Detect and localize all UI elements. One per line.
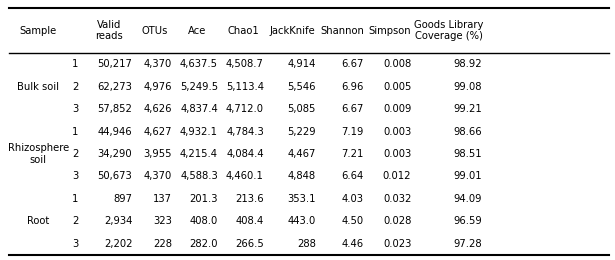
Text: 0.003: 0.003 (383, 149, 411, 159)
Text: 57,852: 57,852 (97, 104, 132, 114)
Text: 4,932.1: 4,932.1 (180, 127, 218, 137)
Text: 98.66: 98.66 (453, 127, 482, 137)
Text: 4,627: 4,627 (143, 127, 172, 137)
Text: 0.005: 0.005 (383, 82, 411, 92)
Text: 2,934: 2,934 (104, 216, 132, 226)
Text: JackKnife: JackKnife (269, 25, 315, 36)
Text: 6.67: 6.67 (341, 104, 363, 114)
Text: 99.01: 99.01 (453, 171, 482, 181)
Text: 44,946: 44,946 (98, 127, 132, 137)
Text: 408.0: 408.0 (189, 216, 218, 226)
Text: Chao1: Chao1 (228, 25, 259, 36)
Text: Ace: Ace (188, 25, 207, 36)
Text: 3,955: 3,955 (143, 149, 172, 159)
Text: 1: 1 (72, 127, 78, 137)
Text: 98.51: 98.51 (453, 149, 482, 159)
Text: Goods Library
Coverage (%): Goods Library Coverage (%) (415, 20, 483, 41)
Text: Root: Root (27, 216, 50, 226)
Text: Simpson: Simpson (368, 25, 411, 36)
Text: 3: 3 (72, 171, 78, 181)
Text: 4.50: 4.50 (341, 216, 363, 226)
Text: 228: 228 (153, 239, 172, 249)
Text: 201.3: 201.3 (189, 194, 218, 204)
Text: 50,217: 50,217 (97, 60, 132, 69)
Text: 4,508.7: 4,508.7 (226, 60, 264, 69)
Text: 4,837.4: 4,837.4 (180, 104, 218, 114)
Text: Bulk soil: Bulk soil (17, 82, 60, 92)
Text: 4,370: 4,370 (144, 171, 172, 181)
Text: 94.09: 94.09 (453, 194, 482, 204)
Text: 323: 323 (153, 216, 172, 226)
Text: 0.032: 0.032 (383, 194, 411, 204)
Text: 4,712.0: 4,712.0 (226, 104, 264, 114)
Text: 4,637.5: 4,637.5 (180, 60, 218, 69)
Text: 1: 1 (72, 194, 78, 204)
Text: 0.003: 0.003 (383, 127, 411, 137)
Text: 7.19: 7.19 (341, 127, 363, 137)
Text: 266.5: 266.5 (235, 239, 264, 249)
Text: 4.46: 4.46 (341, 239, 363, 249)
Text: 0.012: 0.012 (383, 171, 411, 181)
Text: 282.0: 282.0 (189, 239, 218, 249)
Text: 4,626: 4,626 (143, 104, 172, 114)
Text: 897: 897 (113, 194, 132, 204)
Text: 2: 2 (72, 149, 78, 159)
Text: 4,084.4: 4,084.4 (226, 149, 264, 159)
Text: 4,848: 4,848 (288, 171, 316, 181)
Text: 0.009: 0.009 (383, 104, 411, 114)
Text: 5,249.5: 5,249.5 (180, 82, 218, 92)
Text: 213.6: 213.6 (235, 194, 264, 204)
Text: 5,113.4: 5,113.4 (226, 82, 264, 92)
Text: 4,976: 4,976 (143, 82, 172, 92)
Text: 4,467: 4,467 (287, 149, 316, 159)
Text: 0.023: 0.023 (383, 239, 411, 249)
Text: 96.59: 96.59 (453, 216, 482, 226)
Text: Valid
reads: Valid reads (95, 20, 122, 41)
Text: 2,202: 2,202 (104, 239, 132, 249)
Text: 4,215.4: 4,215.4 (180, 149, 218, 159)
Text: 353.1: 353.1 (287, 194, 316, 204)
Text: 62,273: 62,273 (97, 82, 132, 92)
Text: Sample: Sample (20, 25, 57, 36)
Text: 4,784.3: 4,784.3 (226, 127, 264, 137)
Text: 4,914: 4,914 (287, 60, 316, 69)
Text: 98.92: 98.92 (453, 60, 482, 69)
Text: 5,085: 5,085 (287, 104, 316, 114)
Text: 97.28: 97.28 (453, 239, 482, 249)
Text: 6.64: 6.64 (341, 171, 363, 181)
Text: 4,370: 4,370 (144, 60, 172, 69)
Text: 5,229: 5,229 (287, 127, 316, 137)
Text: 443.0: 443.0 (288, 216, 316, 226)
Text: 99.21: 99.21 (453, 104, 482, 114)
Text: 6.67: 6.67 (341, 60, 363, 69)
Text: 5,546: 5,546 (287, 82, 316, 92)
Text: Shannon: Shannon (320, 25, 364, 36)
Text: 50,673: 50,673 (98, 171, 132, 181)
Text: Rhizosphere
soil: Rhizosphere soil (8, 143, 69, 165)
Text: 137: 137 (153, 194, 172, 204)
Text: 0.008: 0.008 (383, 60, 411, 69)
Text: 6.96: 6.96 (341, 82, 363, 92)
Text: OTUs: OTUs (141, 25, 168, 36)
Text: 3: 3 (72, 104, 78, 114)
Text: 34,290: 34,290 (98, 149, 132, 159)
Text: 2: 2 (72, 82, 78, 92)
Text: 7.21: 7.21 (341, 149, 363, 159)
Text: 99.08: 99.08 (453, 82, 482, 92)
Text: 2: 2 (72, 216, 78, 226)
Text: 0.028: 0.028 (383, 216, 411, 226)
Text: 1: 1 (72, 60, 78, 69)
Text: 408.4: 408.4 (236, 216, 264, 226)
Text: 3: 3 (72, 239, 78, 249)
Text: 4,588.3: 4,588.3 (180, 171, 218, 181)
Text: 288: 288 (297, 239, 316, 249)
Text: 4.03: 4.03 (341, 194, 363, 204)
Text: 4,460.1: 4,460.1 (226, 171, 264, 181)
